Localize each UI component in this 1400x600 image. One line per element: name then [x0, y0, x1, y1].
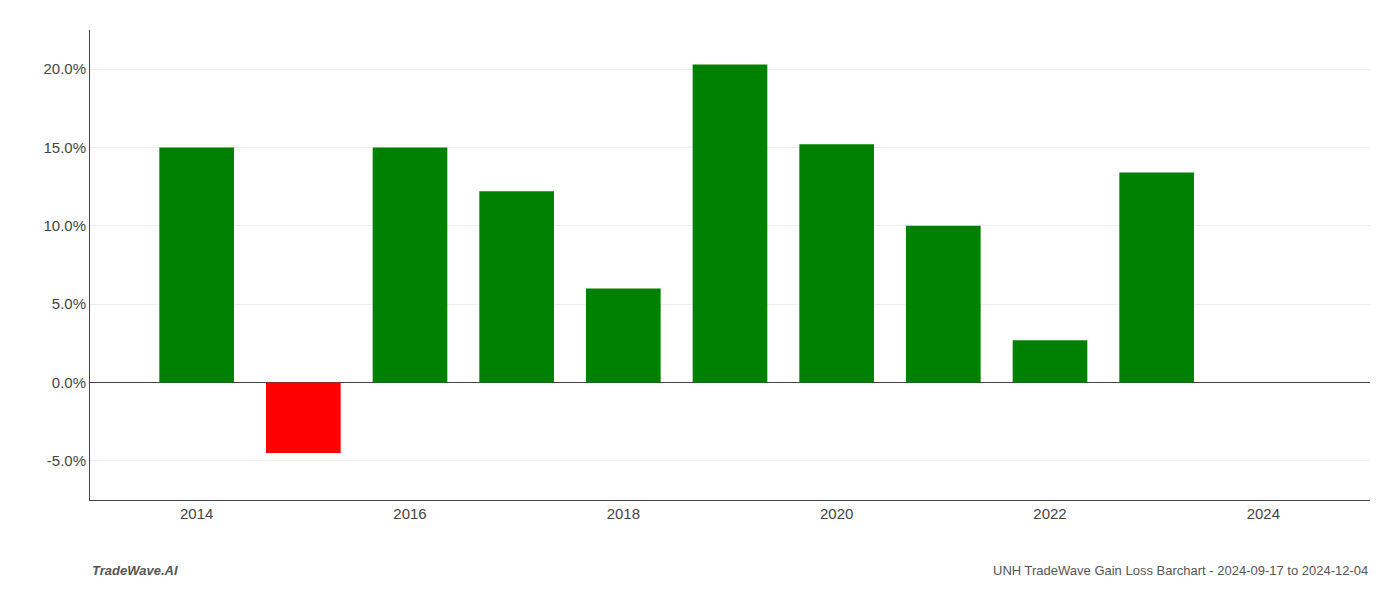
svg-text:5.0%: 5.0% — [52, 295, 86, 312]
svg-text:UNH TradeWave Gain Loss Barcha: UNH TradeWave Gain Loss Barchart - 2024-… — [993, 563, 1368, 578]
svg-text:2018: 2018 — [607, 505, 640, 522]
svg-text:15.0%: 15.0% — [43, 139, 86, 156]
svg-text:10.0%: 10.0% — [43, 217, 86, 234]
svg-text:20.0%: 20.0% — [43, 60, 86, 77]
svg-text:2024: 2024 — [1247, 505, 1280, 522]
svg-text:2014: 2014 — [180, 505, 213, 522]
svg-text:TradeWave.AI: TradeWave.AI — [92, 563, 178, 578]
svg-text:0.0%: 0.0% — [52, 374, 86, 391]
svg-text:2016: 2016 — [393, 505, 426, 522]
svg-text:-5.0%: -5.0% — [47, 452, 86, 469]
svg-text:2022: 2022 — [1033, 505, 1066, 522]
svg-text:2020: 2020 — [820, 505, 853, 522]
